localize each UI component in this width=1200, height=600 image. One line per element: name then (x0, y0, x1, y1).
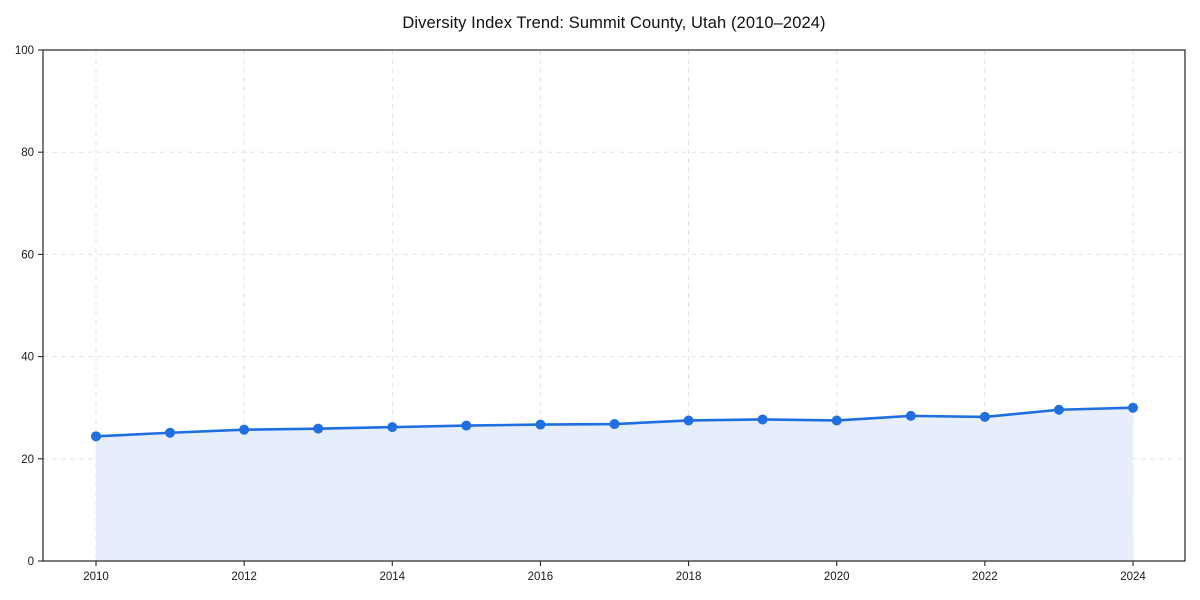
y-tick-label: 80 (21, 147, 34, 159)
x-tick-label: 2018 (676, 571, 702, 583)
y-tick-label: 0 (28, 556, 34, 568)
data-point (609, 419, 620, 430)
y-tick-label: 100 (15, 45, 34, 57)
trend-area (96, 407, 1133, 561)
y-tick-label: 20 (21, 454, 34, 466)
data-point (979, 411, 990, 422)
data-point (91, 431, 101, 442)
data-point (461, 420, 472, 431)
x-tick-label: 2014 (379, 571, 405, 583)
x-tick-label: 2022 (972, 571, 998, 583)
data-point (239, 424, 250, 435)
data-point (905, 410, 916, 421)
y-tick-label: 40 (21, 352, 34, 364)
data-point (387, 422, 398, 433)
data-point (683, 415, 694, 426)
x-tick-label: 2012 (231, 571, 257, 583)
data-point (1053, 404, 1064, 415)
data-point (757, 414, 768, 425)
chart-title: Diversity Index Trend: Summit County, Ut… (402, 14, 826, 32)
data-point (535, 419, 546, 430)
plot-border (42, 49, 1186, 562)
data-point (1128, 402, 1138, 413)
x-tick-label: 2020 (824, 571, 850, 583)
x-tick-label: 2016 (528, 571, 554, 583)
data-point (165, 427, 176, 438)
data-point (831, 415, 842, 426)
data-point (313, 423, 324, 434)
y-tick-label: 60 (21, 249, 34, 261)
x-tick-label: 2010 (83, 571, 109, 583)
x-tick-label: 2024 (1120, 571, 1146, 583)
